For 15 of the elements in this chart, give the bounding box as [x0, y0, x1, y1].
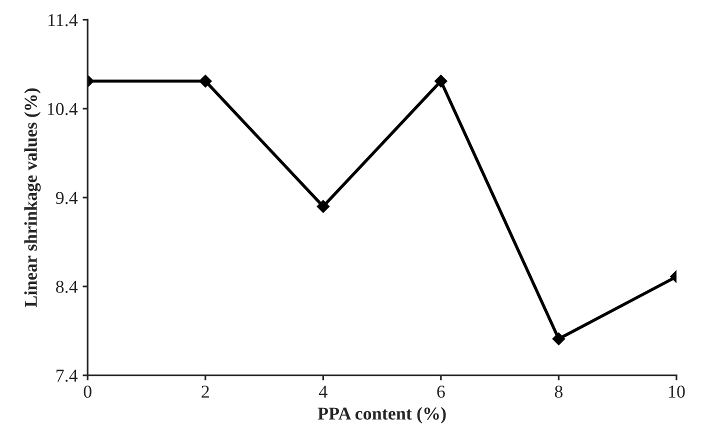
y-tick-label: 9.4	[56, 192, 78, 204]
x-axis-title: PPA content (%)	[318, 406, 446, 424]
point	[434, 74, 448, 88]
x-tick-label: 2	[202, 386, 209, 398]
x-tick-label: 6	[437, 386, 445, 398]
x-tick-label: 0	[84, 386, 92, 398]
y-tick-label: 10.4	[48, 102, 78, 116]
point	[316, 200, 330, 213]
y-axis-title: Linear shrinkage values (%)	[24, 88, 41, 308]
x-tick-label: 4	[319, 386, 328, 398]
y-tick-label: 11.4	[48, 14, 78, 26]
x-tick-label: 10	[669, 386, 685, 398]
y-tick-label: 8.4	[56, 280, 78, 293]
x-tick-label: 8	[554, 386, 563, 398]
y-tick-label: 7.4	[56, 370, 78, 382]
